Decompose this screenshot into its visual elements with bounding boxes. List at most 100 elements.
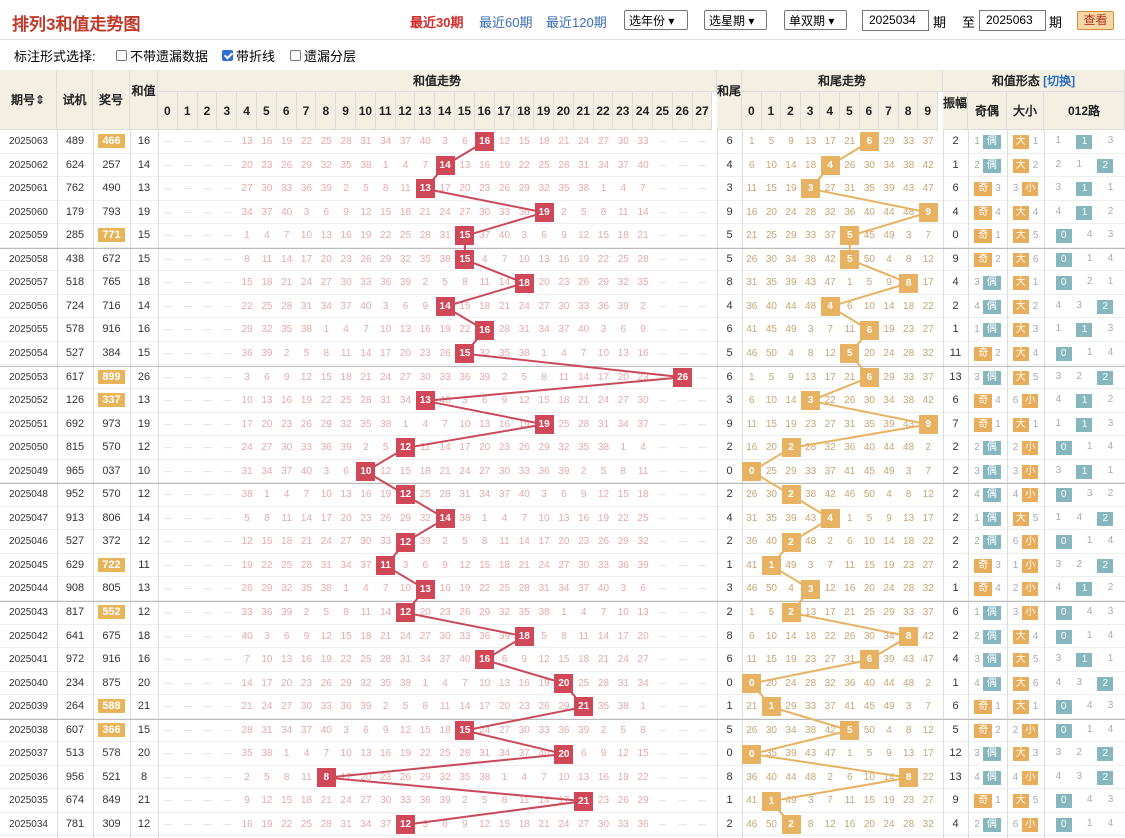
road-miss: 4 [1086, 794, 1093, 806]
sum-miss-cell: — [698, 772, 707, 782]
oddeven-tag: 奇 [974, 417, 993, 432]
option-with-line[interactable]: 带折线 [222, 46, 275, 65]
sum-miss-cell: — [678, 655, 687, 665]
sum-cell: 12 [137, 488, 151, 501]
sum-miss-cell: 40 [281, 206, 293, 218]
tail-ball: 0 [742, 461, 762, 481]
weekday-select[interactable]: 选星期 ▾ [704, 10, 767, 30]
sum-miss-cell: 7 [521, 512, 528, 524]
sum-miss-cell: 39 [617, 300, 629, 312]
tail-miss-cell: 18 [805, 630, 817, 642]
issue-cell: 2025062 [9, 159, 48, 171]
oddeven-miss: 1 [974, 324, 980, 336]
sum-miss-cell: 28 [340, 136, 352, 147]
period-30-link[interactable]: 最近30期 [410, 15, 464, 30]
road-miss: 4 [1086, 229, 1093, 241]
checkbox-icon[interactable] [116, 50, 127, 61]
sum-miss-cell: 36 [241, 347, 253, 359]
sum-miss-cell: 40 [241, 630, 253, 642]
tail-cell: 6 [726, 653, 733, 666]
sum-miss-cell: — [678, 466, 687, 476]
sum-miss-cell: — [658, 560, 667, 570]
sum-miss-cell: 33 [578, 300, 590, 312]
issue-header[interactable]: 期号⇕ [0, 70, 57, 130]
road-miss: 2 [1055, 158, 1062, 170]
tail-miss-cell: 40 [863, 442, 875, 454]
sum-miss-cell: 26 [459, 607, 471, 618]
sum-miss-cell: — [183, 608, 192, 617]
sum-miss-cell: 13 [637, 607, 649, 618]
sum-cell: 12 [137, 817, 151, 830]
tail-miss-cell: 31 [844, 183, 856, 195]
tail-miss-cell: 32 [922, 818, 934, 830]
period-60-link[interactable]: 最近60期 [479, 15, 533, 30]
sum-miss-cell: 30 [558, 300, 570, 312]
sum-miss-cell: — [658, 160, 667, 170]
to-issue-input[interactable]: 2025063 [979, 10, 1046, 31]
tail-miss-cell: 26 [746, 253, 758, 265]
sum-miss-cell: — [203, 278, 212, 288]
sum-miss-cell: — [163, 184, 172, 194]
sum-miss-cell: — [678, 702, 687, 712]
tail-miss-cell: 19 [883, 324, 895, 336]
table-row [0, 483, 1125, 507]
checkbox-checked-icon[interactable] [222, 50, 233, 61]
bigsmall-miss: 1 [1032, 418, 1039, 430]
sum-miss-cell: 15 [380, 206, 392, 218]
sum-miss-cell: — [698, 678, 707, 688]
sum-miss-cell: 4 [521, 771, 528, 783]
amp-cell: 6 [952, 606, 959, 618]
option-missing-layer[interactable]: 遗漏分层 [290, 46, 356, 65]
sum-miss-cell: 12 [459, 559, 471, 571]
tail-miss-cell: 28 [903, 583, 915, 595]
sum-miss-cell: — [698, 608, 707, 617]
period-120-link[interactable]: 最近120期 [546, 15, 607, 30]
tail-miss-cell: 43 [903, 418, 915, 430]
sum-miss-cell: 36 [538, 465, 550, 477]
tail-miss-cell: 39 [883, 418, 895, 430]
sum-miss-cell: 18 [498, 559, 511, 571]
sum-miss-cell: 21 [439, 465, 451, 477]
tail-miss-cell: 7 [925, 230, 931, 242]
sum-miss-cell: 3 [264, 630, 270, 642]
sum-miss-cell: 37 [479, 230, 491, 242]
sum-miss-cell: — [698, 231, 707, 241]
year-select[interactable]: 选年份 ▾ [624, 10, 688, 30]
option-no-missing[interactable]: 不带遗漏数据 [116, 46, 208, 65]
sum-miss-cell: 4 [640, 442, 646, 454]
bigsmall-miss: 6 [1012, 536, 1019, 548]
sum-miss-cell: 2 [363, 442, 369, 454]
sum-miss-cell: 39 [281, 607, 293, 618]
query-button[interactable]: 查看 [1077, 11, 1114, 30]
sum-miss-cell: — [203, 819, 212, 829]
checkbox-icon[interactable] [290, 50, 301, 61]
sum-miss-cell: 19 [300, 395, 313, 407]
switch-link[interactable]: [切换] [1043, 74, 1076, 88]
road-tag: 1 [1076, 205, 1093, 220]
sum-miss-cell: 36 [518, 206, 530, 218]
tail-miss-cell: 35 [765, 748, 777, 760]
sum-miss-cell: — [163, 137, 172, 146]
from-issue-input[interactable]: 2025034 [862, 10, 929, 31]
tail-miss-cell: 24 [883, 818, 895, 830]
tail-miss-cell: 20 [863, 583, 875, 595]
oddeven-period-select[interactable]: 单双期 ▾ [784, 10, 847, 30]
tail-miss-cell: 7 [827, 559, 833, 571]
sum-miss-cell: 12 [360, 206, 372, 218]
sum-miss-cell: 34 [538, 324, 550, 336]
sum-miss-cell: 31 [261, 724, 273, 736]
amp-header: 振幅 [943, 92, 968, 130]
sum-miss-cell: — [163, 772, 172, 782]
bigsmall-tag: 大 [1012, 205, 1029, 220]
sum-miss-cell: — [223, 655, 232, 665]
sum-miss-cell: — [698, 254, 707, 264]
sum-miss-cell: 19 [597, 512, 610, 524]
